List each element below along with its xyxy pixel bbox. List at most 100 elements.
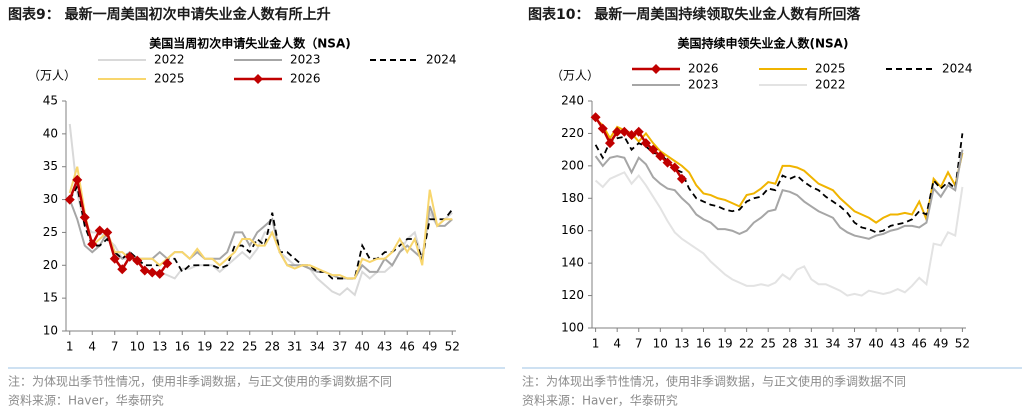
- figure-caption: 图表10： 最新一周美国持续领取失业金人数有所回落: [528, 6, 861, 23]
- x-tick-label: 49: [422, 340, 437, 354]
- series-marker: [633, 126, 644, 137]
- x-tick-label: 25: [242, 340, 257, 354]
- y-tick-label: 25: [43, 225, 58, 239]
- x-tick-label: 25: [761, 337, 776, 351]
- series-line: [594, 171, 964, 297]
- y-tick-label: 20: [43, 258, 58, 272]
- series-marker: [139, 265, 150, 276]
- y-tick-label: 40: [43, 126, 58, 140]
- series-marker: [124, 251, 135, 262]
- legend-label: 2022: [154, 53, 185, 67]
- series-line: [68, 183, 453, 280]
- legend-marker: [651, 64, 661, 74]
- legend-label: 2026: [688, 62, 719, 76]
- x-tick-label: 28: [265, 340, 280, 354]
- y-tick-label: 45: [43, 94, 58, 108]
- legend-label: 2022: [815, 78, 846, 92]
- y-tick-label: 220: [561, 126, 584, 140]
- series-marker: [640, 138, 651, 149]
- x-tick-label: 4: [88, 340, 96, 354]
- y-tick-label: 140: [561, 256, 584, 270]
- y-tick-label: 120: [561, 288, 584, 302]
- x-tick-label: 31: [804, 337, 819, 351]
- x-tick-label: 10: [653, 337, 668, 351]
- legend-label: 2026: [290, 72, 321, 86]
- y-tick-label: 180: [561, 191, 584, 205]
- series-line: [594, 149, 964, 240]
- series-marker: [64, 194, 75, 205]
- x-tick-label: 7: [635, 337, 643, 351]
- series-marker: [597, 123, 608, 134]
- x-tick-label: 37: [847, 337, 862, 351]
- series-marker: [117, 264, 128, 275]
- series-marker: [109, 253, 120, 264]
- source: 资料来源：Haver，华泰研究: [522, 393, 678, 408]
- y-tick-label: 100: [561, 321, 584, 335]
- chart-panel: 图表10： 最新一周美国持续领取失业金人数有所回落美国持续申领失业金人数(NSA…: [522, 6, 1022, 408]
- series-marker: [626, 130, 637, 141]
- y-axis-unit: （万人）: [28, 69, 76, 83]
- y-tick-label: 10: [43, 324, 58, 338]
- x-tick-label: 43: [890, 337, 905, 351]
- y-tick-label: 15: [43, 291, 58, 305]
- y-tick-label: 240: [561, 94, 584, 108]
- series-marker: [147, 267, 158, 278]
- x-tick-label: 16: [175, 340, 190, 354]
- y-tick-label: 200: [561, 158, 584, 172]
- legend-label: 2023: [290, 53, 321, 67]
- series-marker: [612, 126, 623, 137]
- footnote: 注：为体现出季节性情况，使用非季调数据，与正文使用的季调数据不同: [522, 374, 906, 389]
- series-line: [594, 116, 683, 180]
- x-tick-label: 52: [955, 337, 970, 351]
- series-marker: [619, 126, 630, 137]
- figure-caption: 图表9： 最新一周美国初次申请失业金人数有所上升: [8, 6, 331, 23]
- x-tick-label: 46: [400, 340, 415, 354]
- series-marker: [79, 212, 90, 223]
- y-tick-label: 30: [43, 192, 58, 206]
- y-tick-label: 35: [43, 159, 58, 173]
- source: 资料来源：Haver，华泰研究: [8, 393, 164, 408]
- x-tick-label: 22: [220, 340, 235, 354]
- x-tick-label: 4: [613, 337, 621, 351]
- legend-label: 2023: [688, 78, 719, 92]
- x-tick-label: 43: [377, 340, 392, 354]
- x-tick-label: 49: [933, 337, 948, 351]
- y-axis-unit: （万人）: [551, 69, 599, 83]
- footnote: 注：为体现出季节性情况，使用非季调数据，与正文使用的季调数据不同: [8, 374, 392, 389]
- series-marker: [162, 258, 173, 269]
- legend-label: 2024: [426, 53, 457, 67]
- x-tick-label: 28: [782, 337, 797, 351]
- legend-label: 2025: [154, 72, 185, 86]
- x-tick-label: 13: [674, 337, 689, 351]
- series-marker: [604, 138, 615, 149]
- series-marker: [669, 162, 680, 173]
- x-tick-label: 1: [592, 337, 600, 351]
- legend-label: 2025: [815, 62, 846, 76]
- chart-title: 美国持续申领失业金人数(NSA): [678, 36, 849, 51]
- x-tick-label: 16: [696, 337, 711, 351]
- x-tick-label: 46: [912, 337, 927, 351]
- x-tick-label: 7: [111, 340, 119, 354]
- series-marker: [154, 268, 165, 279]
- series-marker: [655, 151, 666, 162]
- series-marker: [132, 255, 143, 266]
- x-tick-label: 10: [130, 340, 145, 354]
- y-tick-label: 160: [561, 223, 584, 237]
- legend-label: 2024: [942, 62, 973, 76]
- x-tick-label: 40: [868, 337, 883, 351]
- series-marker: [94, 225, 105, 236]
- series-marker: [72, 174, 83, 185]
- x-tick-label: 19: [717, 337, 732, 351]
- x-tick-label: 1: [66, 340, 74, 354]
- x-tick-label: 34: [310, 340, 325, 354]
- x-tick-label: 19: [197, 340, 212, 354]
- x-tick-label: 31: [287, 340, 302, 354]
- series-marker: [648, 144, 659, 155]
- x-tick-label: 40: [355, 340, 370, 354]
- x-tick-label: 13: [152, 340, 167, 354]
- chart-title: 美国当周初次申请失业金人数（NSA): [149, 36, 350, 51]
- series-line: [594, 118, 964, 224]
- series-marker: [590, 112, 601, 123]
- x-tick-label: 52: [445, 340, 460, 354]
